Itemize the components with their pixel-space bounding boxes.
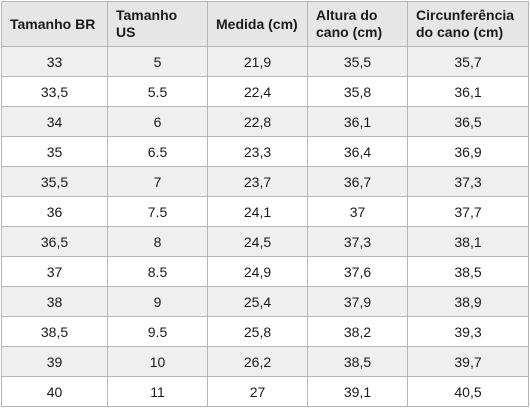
table-cell: 40 xyxy=(1,376,108,407)
table-cell: 36,1 xyxy=(307,106,408,137)
table-cell: 9 xyxy=(107,286,208,317)
table-cell: 36,5 xyxy=(407,106,529,137)
table-cell: 38,5 xyxy=(307,346,408,377)
table-cell: 35 xyxy=(1,136,108,167)
table-cell: 38,5 xyxy=(407,256,529,287)
table-cell: 23,3 xyxy=(207,136,308,167)
table-cell: 40,5 xyxy=(407,376,529,407)
table-cell: 35,5 xyxy=(1,166,108,197)
table-row: 40 11 27 39,1 40,5 xyxy=(1,376,529,407)
table-cell: 39,1 xyxy=(307,376,408,407)
table-cell: 39 xyxy=(1,346,108,377)
table-cell: 10 xyxy=(107,346,208,377)
table-row: 36,5 8 24,5 37,3 38,1 xyxy=(1,226,529,257)
table-cell: 37,6 xyxy=(307,256,408,287)
table-cell: 6.5 xyxy=(107,136,208,167)
table-cell: 7 xyxy=(107,166,208,197)
table-row: 35 6.5 23,3 36,4 36,9 xyxy=(1,136,529,167)
table-cell: 37,7 xyxy=(407,196,529,227)
table-cell: 39,3 xyxy=(407,316,529,347)
table-cell: 33 xyxy=(1,46,108,77)
header-row: Tamanho BR Tamanho US Medida (cm) Altura do… xyxy=(1,1,529,47)
table-cell: 35,7 xyxy=(407,46,529,77)
table-cell: 8 xyxy=(107,226,208,257)
table-cell: 9.5 xyxy=(107,316,208,347)
table-cell: 38,5 xyxy=(1,316,108,347)
table-cell: 37 xyxy=(1,256,108,287)
table-cell: 39,7 xyxy=(407,346,529,377)
table-cell: 22,8 xyxy=(207,106,308,137)
table-row: 33,5 5.5 22,4 35,8 36,1 xyxy=(1,76,529,107)
table-cell: 35,8 xyxy=(307,76,408,107)
table-cell: 25,8 xyxy=(207,316,308,347)
table-body: 33 5 21,9 35,5 35,7 33,5 5.5 22,4 35,8 36,1 34 6 22,… xyxy=(1,46,529,407)
table-cell: 5.5 xyxy=(107,76,208,107)
table-cell: 24,9 xyxy=(207,256,308,287)
table-row: 35,5 7 23,7 36,7 37,3 xyxy=(1,166,529,197)
table-cell: 36,1 xyxy=(407,76,529,107)
table-cell: 25,4 xyxy=(207,286,308,317)
header-cell: Circunferência do cano (cm) xyxy=(407,1,529,47)
table-cell: 37,9 xyxy=(307,286,408,317)
header-cell: Medida (cm) xyxy=(207,1,308,47)
table-row: 38 9 25,4 37,9 38,9 xyxy=(1,286,529,317)
table-cell: 36,9 xyxy=(407,136,529,167)
table-cell: 24,1 xyxy=(207,196,308,227)
table-cell: 36 xyxy=(1,196,108,227)
table-cell: 6 xyxy=(107,106,208,137)
table-cell: 36,5 xyxy=(1,226,108,257)
table-cell: 34 xyxy=(1,106,108,137)
table-cell: 7.5 xyxy=(107,196,208,227)
table-cell: 5 xyxy=(107,46,208,77)
table-cell: 22,4 xyxy=(207,76,308,107)
table-cell: 36,4 xyxy=(307,136,408,167)
table-row: 39 10 26,2 38,5 39,7 xyxy=(1,346,529,377)
table-cell: 38,9 xyxy=(407,286,529,317)
table-cell: 36,7 xyxy=(307,166,408,197)
table-cell: 37,3 xyxy=(407,166,529,197)
table-cell: 37,3 xyxy=(307,226,408,257)
table-cell: 38 xyxy=(1,286,108,317)
table-row: 33 5 21,9 35,5 35,7 xyxy=(1,46,529,77)
table-cell: 26,2 xyxy=(207,346,308,377)
table-row: 38,5 9.5 25,8 38,2 39,3 xyxy=(1,316,529,347)
table-cell: 38,1 xyxy=(407,226,529,257)
header-cell: Tamanho US xyxy=(107,1,208,47)
table-cell: 37 xyxy=(307,196,408,227)
table-cell: 11 xyxy=(107,376,208,407)
header-cell: Altura do cano (cm) xyxy=(307,1,408,47)
header-cell: Tamanho BR xyxy=(1,1,108,47)
table-cell: 27 xyxy=(207,376,308,407)
table-cell: 8.5 xyxy=(107,256,208,287)
table-cell: 23,7 xyxy=(207,166,308,197)
table-cell: 38,2 xyxy=(307,316,408,347)
table-cell: 35,5 xyxy=(307,46,408,77)
table-row: 36 7.5 24,1 37 37,7 xyxy=(1,196,529,227)
table-cell: 21,9 xyxy=(207,46,308,77)
table-row: 37 8.5 24,9 37,6 38,5 xyxy=(1,256,529,287)
table-row: 34 6 22,8 36,1 36,5 xyxy=(1,106,529,137)
table-cell: 24,5 xyxy=(207,226,308,257)
table-cell: 33,5 xyxy=(1,76,108,107)
